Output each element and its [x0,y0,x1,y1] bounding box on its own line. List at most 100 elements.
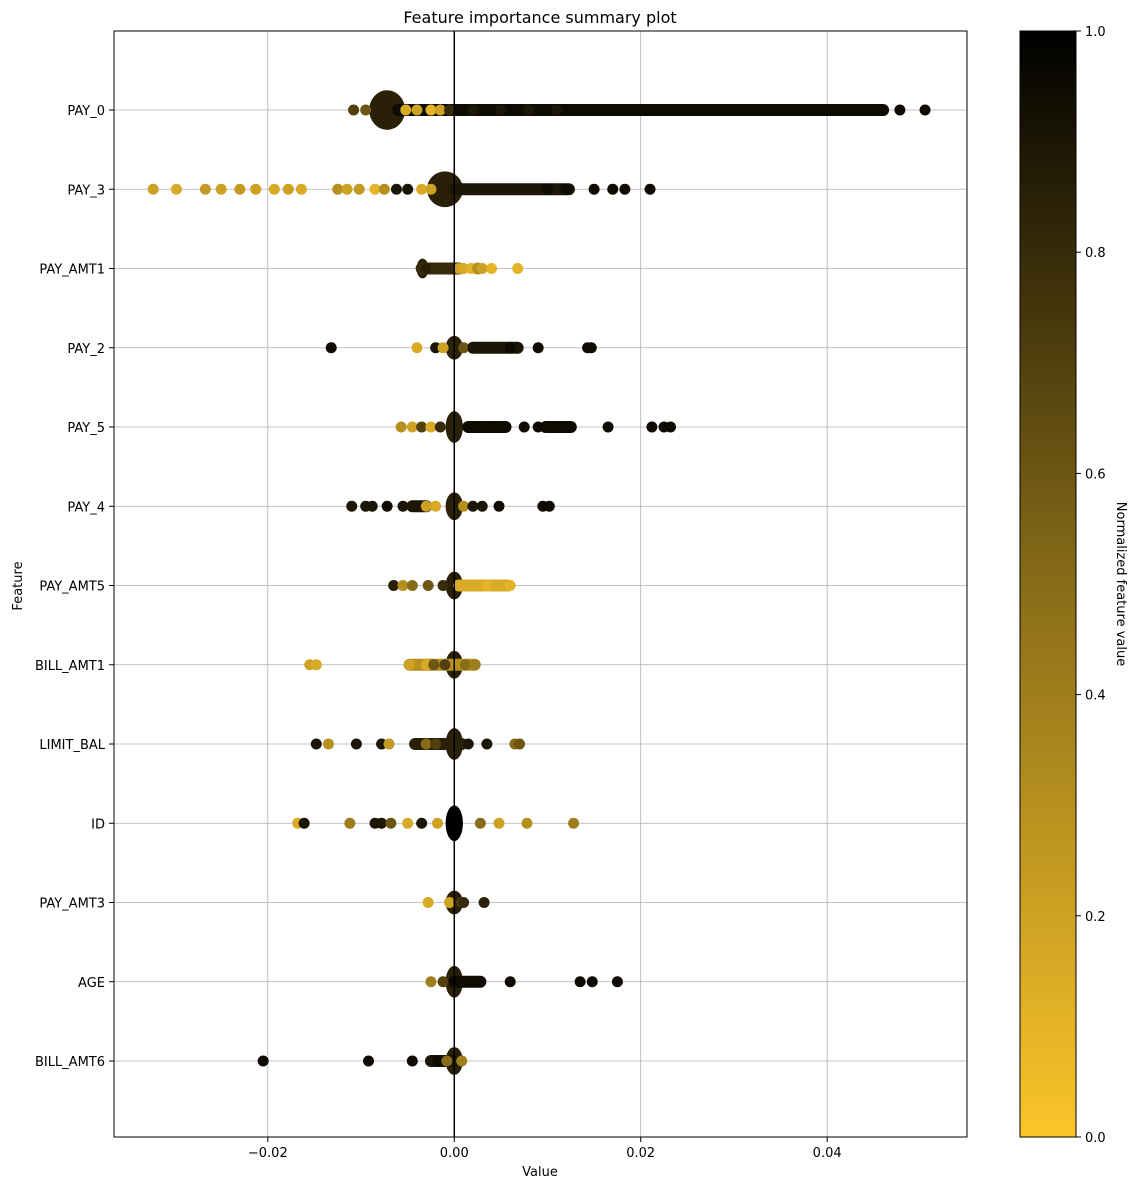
scatter-point [369,183,381,195]
y-tick-label: PAY_AMT1 [39,263,105,278]
scatter-point [472,976,484,988]
scatter-point [518,421,530,433]
scatter-point [341,183,353,195]
x-tick-label: 0.02 [626,1146,655,1161]
scatter-point [353,183,365,195]
scatter-point [737,104,749,116]
scatter-point [459,659,471,671]
scatter-point [541,183,553,195]
y-tick-label: PAY_5 [67,421,105,436]
scatter-point [376,817,388,829]
scatter-point [765,104,777,116]
scatter-point [378,183,390,195]
scatter-point [310,659,322,671]
scatter-point [459,976,471,988]
scatter-point [430,738,442,750]
scatter-point [416,817,428,829]
scatter-point [579,104,591,116]
scatter-point [486,342,498,354]
y-tick-label: AGE [78,976,105,991]
scatter-point [458,500,470,512]
scatter-point [821,104,833,116]
x-tick-label: 0.00 [440,1146,469,1161]
y-tick-label: PAY_3 [67,183,105,198]
scatter-point [474,817,486,829]
scatter-point [467,500,479,512]
scatter-point [344,817,356,829]
scatter-point [390,183,402,195]
scatter-point [425,421,437,433]
scatter-point [147,183,159,195]
scatter-point [420,738,432,750]
scatter-point [467,421,479,433]
scatter-point [646,421,658,433]
scatter-point [611,976,623,988]
scatter-point [295,183,307,195]
scatter-point [458,342,470,354]
scatter-point [602,421,614,433]
scatter-point [532,421,544,433]
scatter-point [388,580,400,591]
scatter-point [215,183,227,195]
scatter-point [170,183,182,195]
scatter-point [425,104,437,116]
colorbar-ticks: 0.0 0.2 0.4 0.6 0.8 1.0 [1076,25,1106,1146]
colorbar-tick-label: 0.6 [1085,467,1106,482]
y-tick-labels: PAY_0 PAY_3 PAY_AMT1 PAY_2 PAY_5 PAY_4 PAY_AMT… [35,104,114,1070]
scatter-point [437,342,449,354]
scatter-point [402,183,414,195]
scatter-point [458,580,470,591]
x-tick-label: 0.04 [813,1146,842,1161]
scatter-point [458,897,470,908]
scatter-point [402,817,414,829]
scatter-point [691,104,703,116]
scatter-point [381,500,393,512]
scatter-point [476,500,488,512]
scatter-point [514,738,526,750]
scatter-point [467,342,479,354]
scatter-point [493,500,505,512]
scatter-point [411,500,423,512]
scatter-point [360,104,372,116]
scatter-point [523,104,535,116]
scatter-point [495,342,507,354]
colorbar-tick-label: 0.4 [1085,689,1106,704]
y-tick-label: PAY_AMT5 [39,580,105,595]
scatter-point [325,342,337,354]
scatter-point [481,580,493,591]
scatter-point [585,342,597,354]
scatter-point [467,104,479,116]
scatter-point [709,104,721,116]
scatter-point [919,104,931,116]
colorbar-border [1019,30,1077,1138]
scatter-point [586,976,598,988]
colorbar-label: Normalized feature value [1113,502,1128,666]
scatter-point [346,500,358,512]
scatter-point [434,104,446,116]
scatter-point [425,976,437,988]
scatter-point [793,104,805,116]
scatter-point [476,342,488,354]
scatter-point [504,580,516,591]
scatter-point [481,738,493,750]
scatter-point [568,817,580,829]
scatter-point [504,976,516,988]
feature-core [369,90,406,130]
scatter-point [400,104,412,116]
scatter-point [322,738,334,750]
scatter-point [397,580,409,591]
x-tick-label: −0.02 [248,1146,288,1161]
scatter-point [406,1055,418,1067]
scatter-point [437,976,449,988]
scatter-point [428,659,440,671]
scatter-point [250,183,262,195]
scatter-point [456,1055,468,1067]
y-tick-label: LIMIT_BAL [39,738,105,753]
scatter-point [644,183,656,195]
scatter-point [385,817,397,829]
scatter-point [437,580,449,591]
scatter-point [416,421,428,433]
scatter-point [607,104,619,116]
scatter-point [420,263,432,274]
